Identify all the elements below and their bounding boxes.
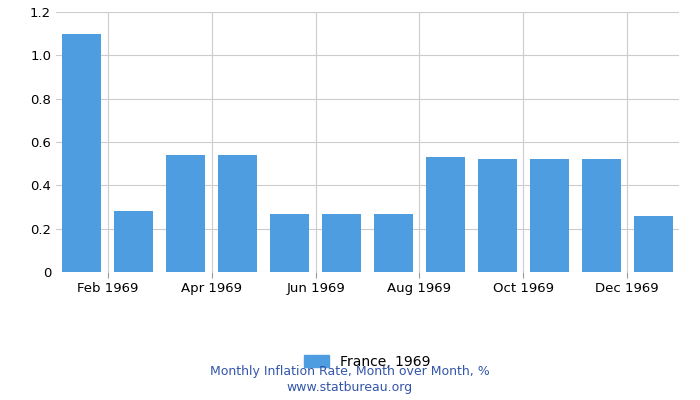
Bar <box>322 214 361 272</box>
Bar <box>167 155 205 272</box>
Bar <box>478 159 517 272</box>
Text: www.statbureau.org: www.statbureau.org <box>287 381 413 394</box>
Bar <box>582 159 621 272</box>
Bar <box>62 34 102 272</box>
Bar <box>426 157 465 272</box>
Bar <box>114 211 153 272</box>
Bar <box>374 214 413 272</box>
Legend: France, 1969: France, 1969 <box>299 349 436 374</box>
Bar <box>218 155 257 272</box>
Bar <box>530 159 568 272</box>
Bar <box>634 216 673 272</box>
Bar <box>270 214 309 272</box>
Text: Monthly Inflation Rate, Month over Month, %: Monthly Inflation Rate, Month over Month… <box>210 365 490 378</box>
